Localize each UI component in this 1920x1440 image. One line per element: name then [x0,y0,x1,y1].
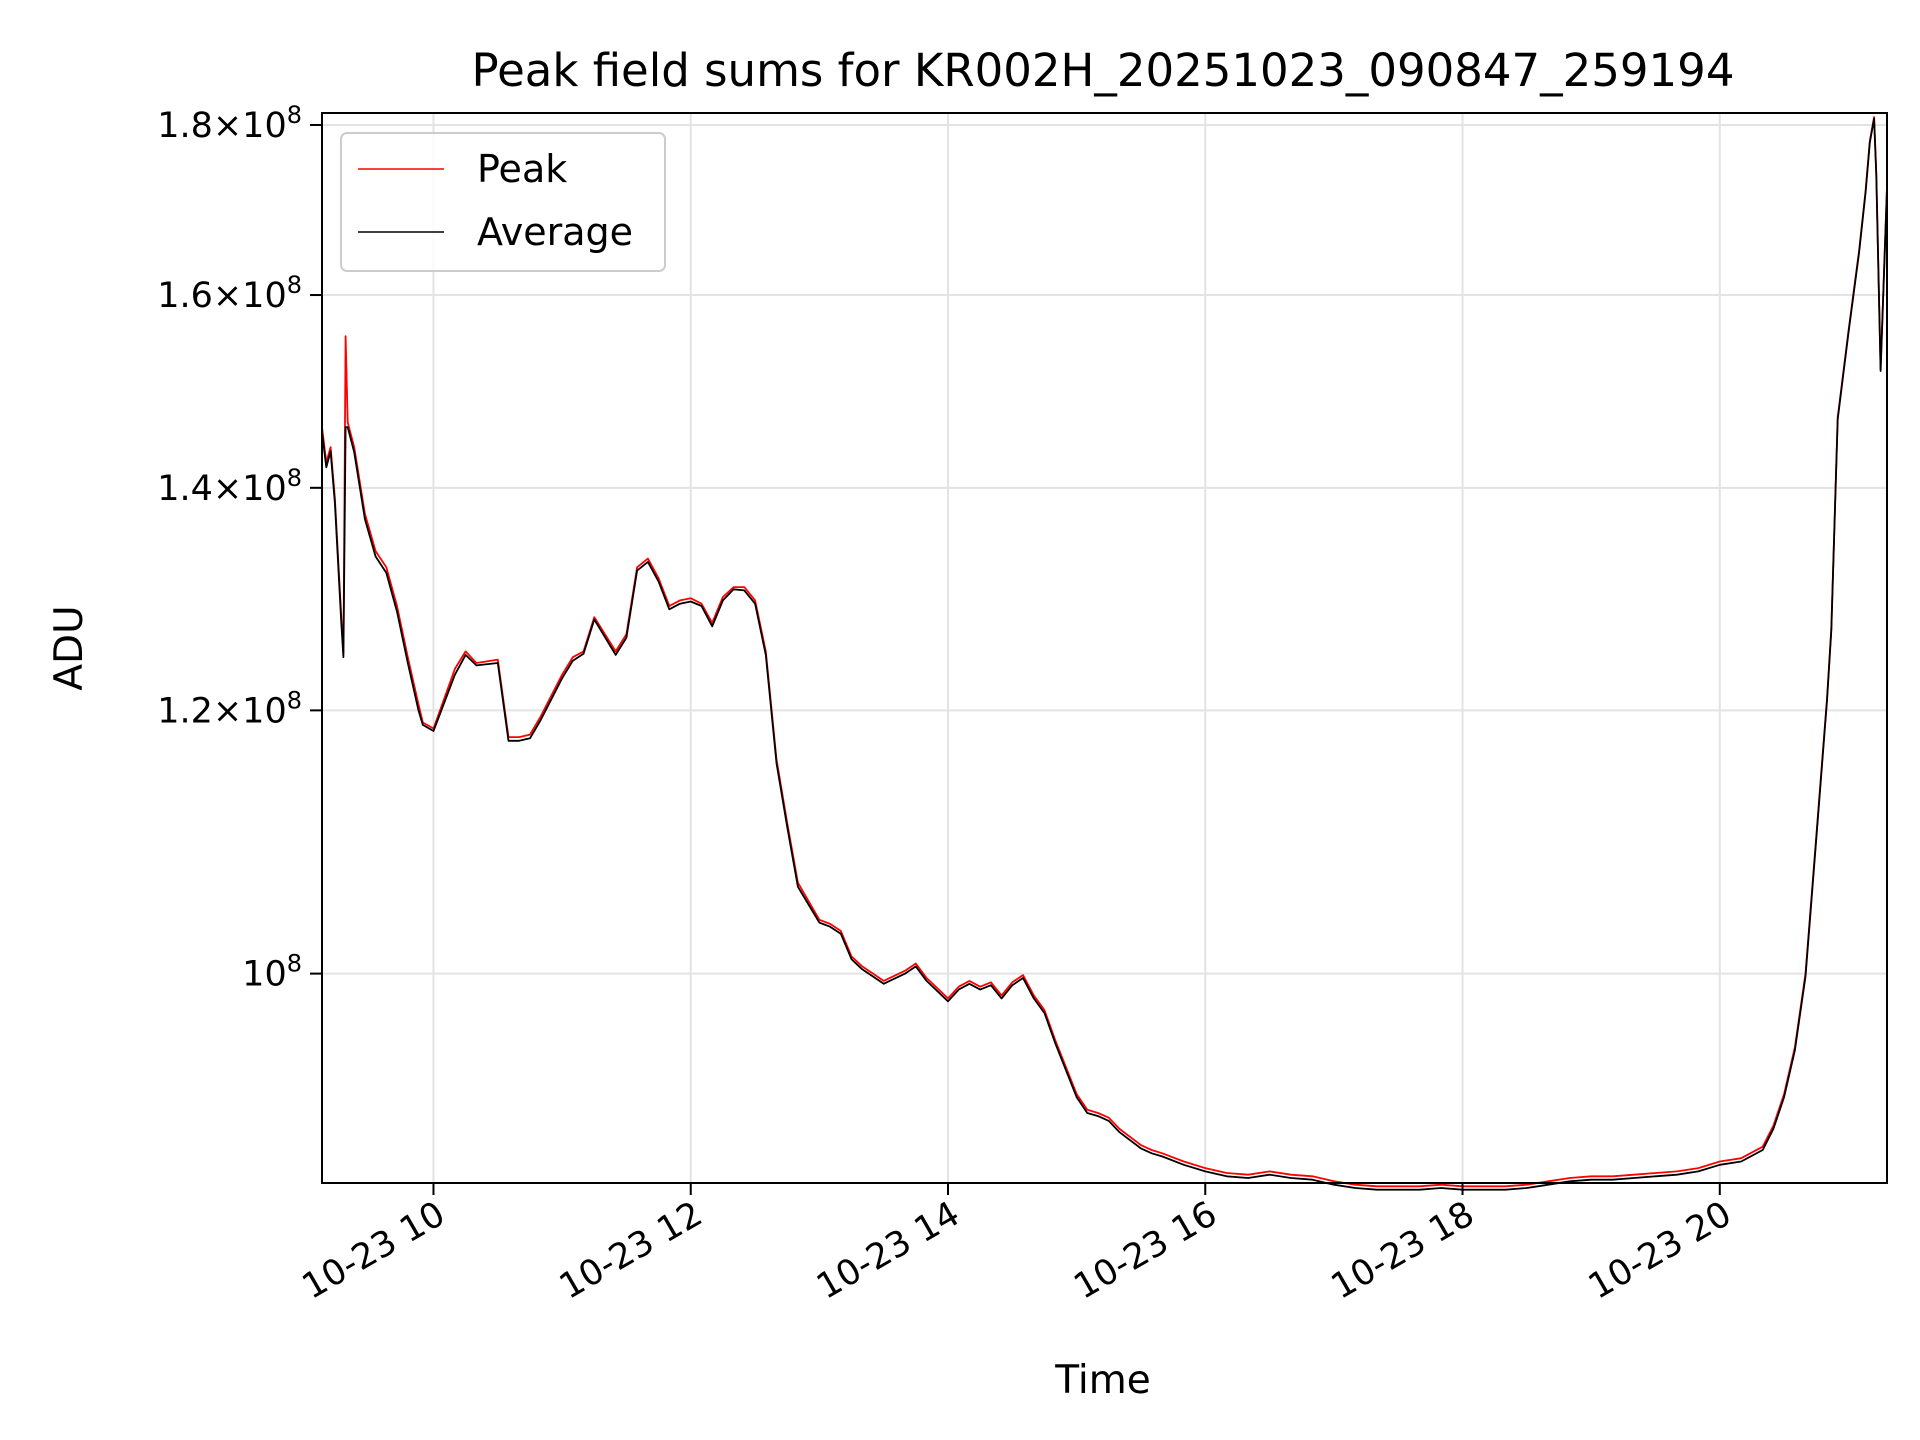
y-tick-label: 108 [242,950,302,995]
y-axis-label: ADU [47,605,92,690]
legend-box [340,132,666,272]
series-group [321,116,1888,1191]
legend-label-average: Average [477,210,633,254]
chart-title: Peak field sums for KR002H_20251023_0908… [472,44,1735,97]
y-tick-label: 1.4×108 [157,464,302,509]
legend-label-peak: Peak [477,147,567,191]
series-line-peak [321,116,1888,1188]
plot-frame [321,112,1888,1184]
series-line-average [321,117,1888,1191]
y-tick-label: 1.8×108 [157,101,302,146]
legend: Peak Average [340,132,666,272]
grid [322,113,1887,1183]
x-axis-label: Time [1054,1358,1150,1403]
y-ticks: 108 1.2×108 1.4×108 1.6×108 1.8×108 [157,101,322,995]
y-tick-label: 1.6×108 [157,271,302,316]
y-tick-label: 1.2×108 [157,686,302,731]
